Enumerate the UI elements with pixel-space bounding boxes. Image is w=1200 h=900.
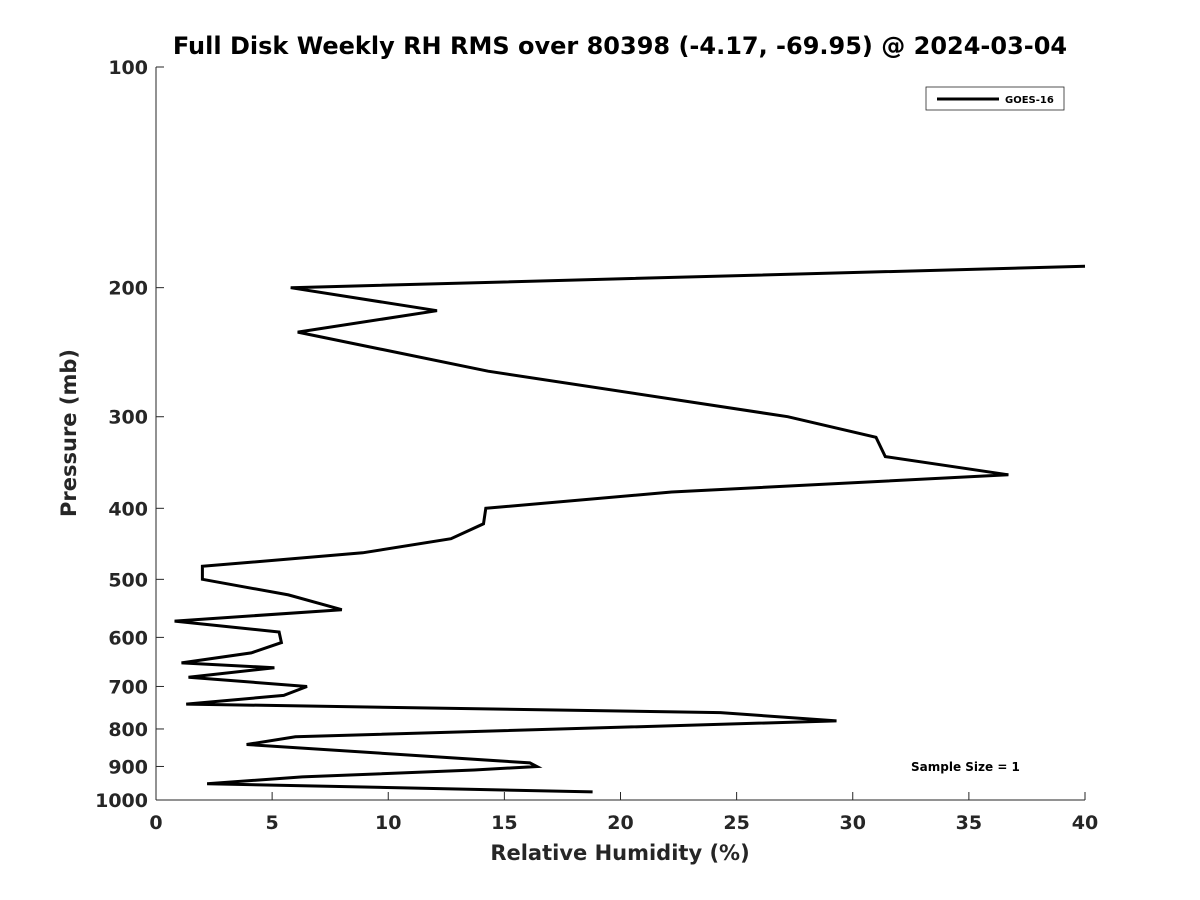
y-tick-label: 600: [108, 627, 148, 649]
x-tick-label: 5: [266, 812, 279, 834]
legend-label-goes-16: GOES-16: [1005, 95, 1054, 106]
y-tick-label: 500: [108, 569, 148, 591]
legend: GOES-16: [925, 86, 1065, 111]
x-tick-label: 0: [149, 812, 162, 834]
x-ticks: 0 5 10 15 20 25 30 35 40: [149, 792, 1098, 834]
x-tick-label: 35: [956, 812, 982, 834]
y-tick-label: 1000: [95, 790, 148, 812]
x-tick-label: 10: [375, 812, 401, 834]
y-tick-label: 700: [108, 676, 148, 698]
x-tick-label: 15: [491, 812, 517, 834]
y-tick-label: 300: [108, 407, 148, 429]
series-line-goes-16: [174, 264, 1086, 794]
x-tick-label: 30: [840, 812, 866, 834]
x-axis-label: Relative Humidity (%): [490, 841, 749, 865]
y-axis-label: Pressure (mb): [57, 349, 81, 517]
x-tick-label: 40: [1072, 812, 1098, 834]
x-tick-label: 20: [607, 812, 633, 834]
y-tick-label: 100: [108, 57, 148, 79]
y-ticks: 100 200 300 400 500 600 700 800 900 1000: [95, 57, 164, 812]
y-tick-label: 200: [108, 278, 148, 300]
sample-size-annotation: Sample Size = 1: [911, 760, 1020, 774]
chart-title: Full Disk Weekly RH RMS over 80398 (-4.1…: [173, 32, 1067, 60]
y-tick-label: 400: [108, 498, 148, 520]
y-tick-label: 800: [108, 719, 148, 741]
y-tick-label: 900: [108, 756, 148, 778]
series-layer: [174, 264, 1086, 794]
x-tick-label: 25: [723, 812, 749, 834]
